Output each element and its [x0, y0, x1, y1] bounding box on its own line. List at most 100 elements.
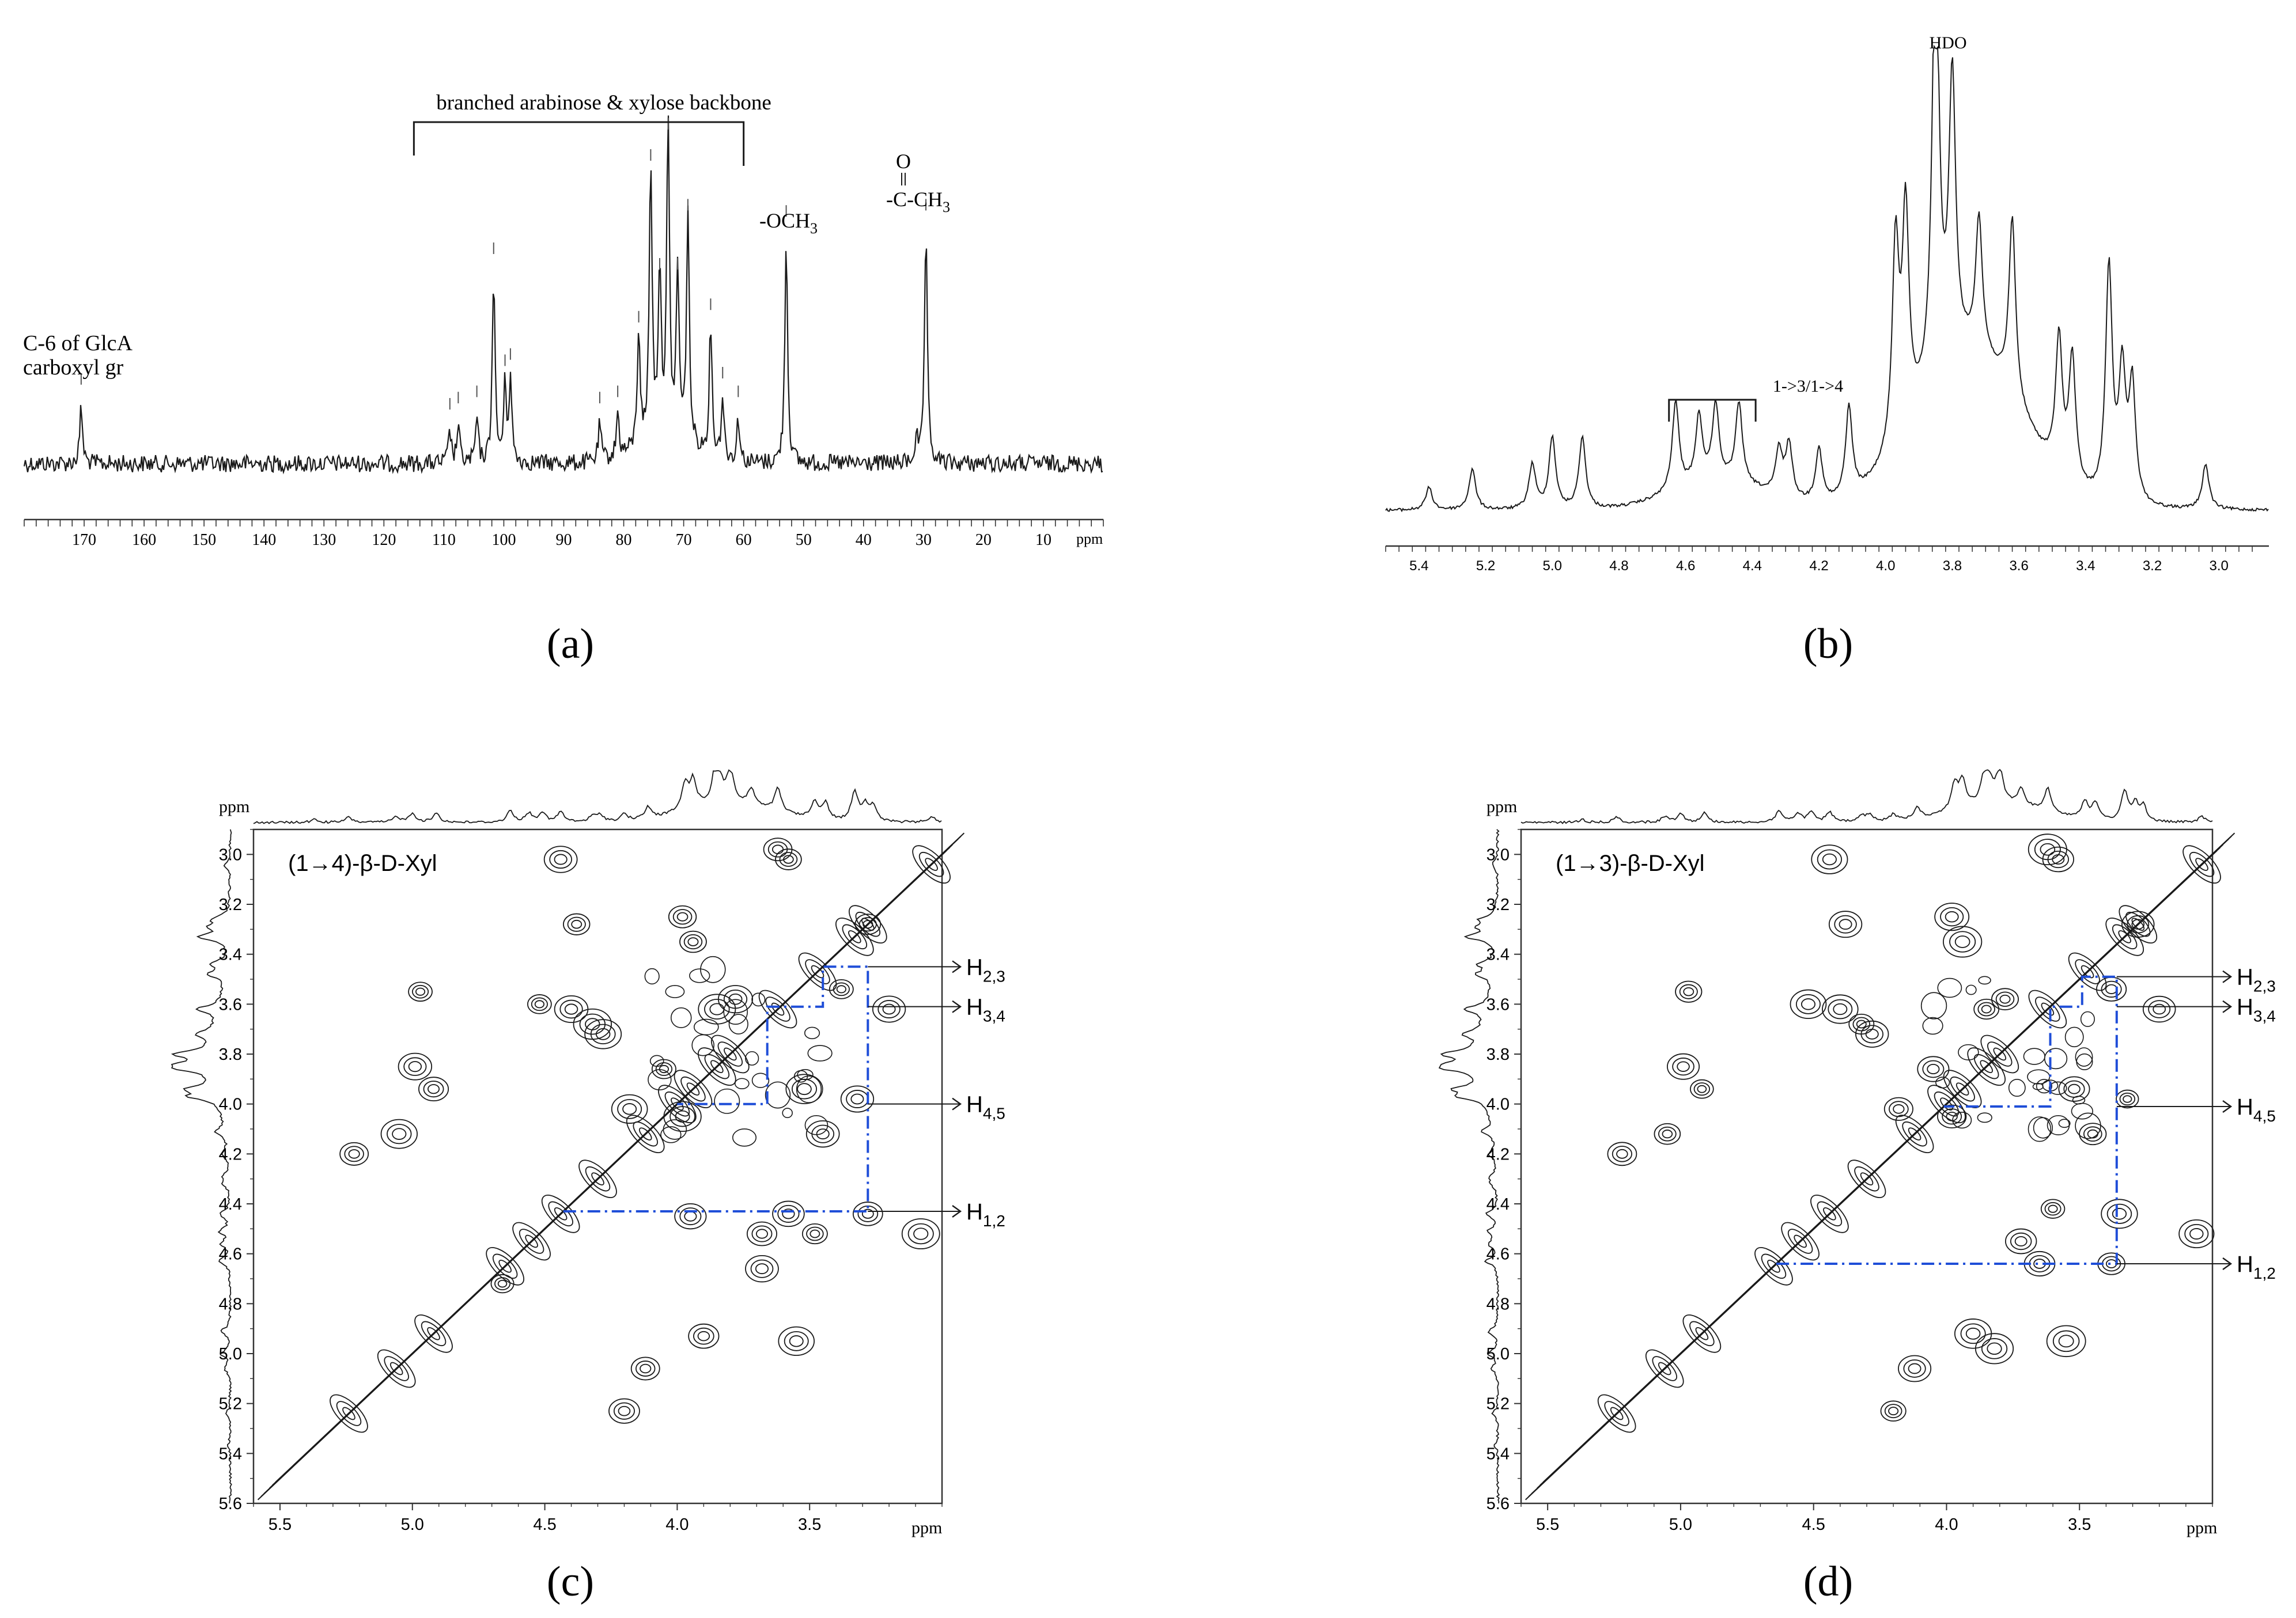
- d-plot-cross-peak: [1945, 911, 1959, 923]
- d-plot-cross-peak: [2010, 1232, 2032, 1251]
- d-plot-diagonal-peak: [1980, 1060, 1993, 1073]
- c-plot-top-projection: [253, 769, 942, 824]
- c-plot-cross-peak: [497, 1279, 508, 1288]
- d-plot-cross-peak: [2101, 980, 2122, 998]
- c-plot-cross-peak: [697, 1331, 710, 1342]
- c-plot-cross-peak: [527, 994, 552, 1014]
- c-plot-cross-peak: [777, 1204, 800, 1223]
- c-plot-diagonal-peak: [414, 1314, 453, 1353]
- d-plot-diagonal-peak: [1987, 1041, 2013, 1067]
- d-plot-x-tick-label: 3.5: [2068, 1515, 2091, 1534]
- c-plot-cross-peak: [655, 1062, 673, 1076]
- c-plot-diagonal-peak: [498, 1260, 512, 1273]
- c-plot-cross-peak: [829, 979, 854, 999]
- b-tick-label: 3.0: [2210, 558, 2229, 574]
- d-plot-cross-peak: [1833, 1003, 1848, 1015]
- c-plot-cross-peak: [913, 1227, 929, 1240]
- d-plot-cross-peak: [2127, 915, 2150, 934]
- c-plot-cross-peak: [907, 1223, 934, 1245]
- d-plot-y-tick-label: 5.2: [1486, 1395, 1510, 1414]
- c-plot-cluster-contour: [649, 1055, 664, 1067]
- c-plot-cross-peak: [806, 1226, 824, 1241]
- d-plot-cluster-contour: [2047, 1115, 2070, 1135]
- c-plot-diagonal-peak: [798, 952, 837, 991]
- d-plot-cross-peak: [1981, 1005, 1992, 1014]
- d-plot-y-tick-label: 4.6: [1486, 1245, 1510, 1264]
- c-plot-diagonal-peak: [664, 1091, 690, 1117]
- c-plot-cluster-contour: [693, 1018, 719, 1036]
- c-plot-x-tick-label: 5.5: [268, 1515, 292, 1534]
- a-tick-label: 90: [556, 531, 572, 549]
- d-plot-cross-peak: [2119, 1092, 2136, 1106]
- d-plot-cluster-contour: [2075, 1112, 2101, 1139]
- d-plot-diagonal-peak: [2119, 905, 2158, 943]
- c-plot-diagonal-peak: [330, 1394, 368, 1433]
- c-plot-cross-peak: [630, 1356, 660, 1381]
- c-plot-y-tick-label: 3.2: [219, 896, 242, 914]
- d-plot-cross-peak: [2058, 1335, 2074, 1348]
- c-plot-y-tick-label: 4.0: [219, 1096, 242, 1114]
- d-plot-y-tick-label: 3.0: [1486, 846, 1510, 864]
- a-tick-label: 50: [796, 531, 812, 549]
- d-plot-cluster-contour: [2064, 1026, 2084, 1048]
- d-plot-cross-peak: [2068, 1083, 2081, 1094]
- d-plot-cross-peak: [2058, 1076, 2090, 1102]
- d-plot-cross-peak: [1943, 926, 1983, 958]
- a-tick-label: 150: [192, 531, 216, 549]
- c-plot-cross-peak: [571, 919, 582, 929]
- d-plot-cross-peak: [1917, 1056, 1950, 1082]
- d-plot-cross-peak: [2044, 1202, 2062, 1216]
- c-plot-diagonal-peak: [711, 1035, 750, 1074]
- a-tick-label: 100: [491, 531, 516, 549]
- d-plot-arrowhead: [2222, 1257, 2233, 1270]
- c-plot-cross-peak: [672, 909, 693, 925]
- c-plot-cluster-contour: [796, 1075, 822, 1104]
- c-plot-diagonal-peak: [674, 1070, 713, 1108]
- b-tick-label: 3.2: [2143, 558, 2162, 574]
- c-plot-cross-peaks: [339, 838, 940, 1424]
- c-plot-cross-peak: [339, 1142, 369, 1166]
- a-tick-label: 110: [432, 531, 456, 549]
- a-tick-label: 10: [1035, 531, 1051, 549]
- b-tick-label: 5.2: [1476, 558, 1495, 574]
- d-plot-diagonal-peak: [2118, 930, 2131, 943]
- d-plot-diagonal-peak: [1794, 1234, 1807, 1248]
- c-plot-cross-peak: [746, 1221, 777, 1246]
- d-plot-diagonal-peak: [1658, 1362, 1671, 1376]
- c-plot-x-tick-label: 4.5: [533, 1515, 556, 1534]
- c-plot-cross-peak: [789, 1335, 804, 1347]
- c-plot-cross-peak: [423, 1081, 444, 1098]
- a-x-axis-label: ppm: [1076, 531, 1103, 547]
- c-plot-cross-peak: [797, 1083, 812, 1096]
- caption-a: (a): [547, 620, 594, 668]
- c-plot-cluster-contour: [797, 1069, 814, 1081]
- c-plot-diagonal-peak: [849, 905, 887, 943]
- d-plot-cross-peak: [1855, 1020, 1889, 1048]
- d-plot-diagonal-peak: [2195, 858, 2208, 871]
- d-plot-diagonal-peak: [1817, 1201, 1843, 1227]
- c-plot-cross-peak: [816, 1128, 830, 1140]
- c-plot-cross-peak: [674, 1203, 707, 1230]
- d-plot-cross-peak: [2131, 919, 2145, 930]
- c-plot-cross-peak: [490, 1274, 515, 1294]
- b-tick-label: 3.8: [1943, 558, 1962, 574]
- d-plot-cross-peaks: [1607, 833, 2215, 1422]
- d-plot-cross-peak: [2153, 1003, 2166, 1015]
- d-plot-cross-peak: [2184, 1223, 2209, 1244]
- d-plot-assignment-path: [1776, 975, 2118, 1265]
- d-plot-diagonal-peak: [1950, 1076, 1975, 1102]
- c-plot-diagonal-peak: [336, 1401, 362, 1426]
- d-plot-cross-peak: [1607, 1142, 1637, 1166]
- c-plot-cross-peak: [543, 846, 578, 873]
- d-plot-y-tick-label: 5.6: [1486, 1495, 1510, 1513]
- d-plot-cross-peak: [2014, 1236, 2028, 1246]
- c-plot-diagonal-peak: [805, 959, 830, 984]
- d-cosy-plot: 3.0 3.2 3.4 3.6 3.8 4.0 4.2 4.4 4.6 4.8 5.0 5.2 5.4 5…: [1438, 768, 2276, 1534]
- d-plot-diagonal-peak: [2112, 924, 2138, 950]
- c-plot-cross-peak: [403, 1057, 427, 1076]
- c-plot-cross-peak: [595, 1028, 611, 1040]
- c-plot-y-tick-label: 5.6: [219, 1495, 242, 1513]
- c-plot-cluster-contour: [670, 1007, 692, 1028]
- d-plot-y-tick-label: 4.8: [1486, 1295, 1510, 1313]
